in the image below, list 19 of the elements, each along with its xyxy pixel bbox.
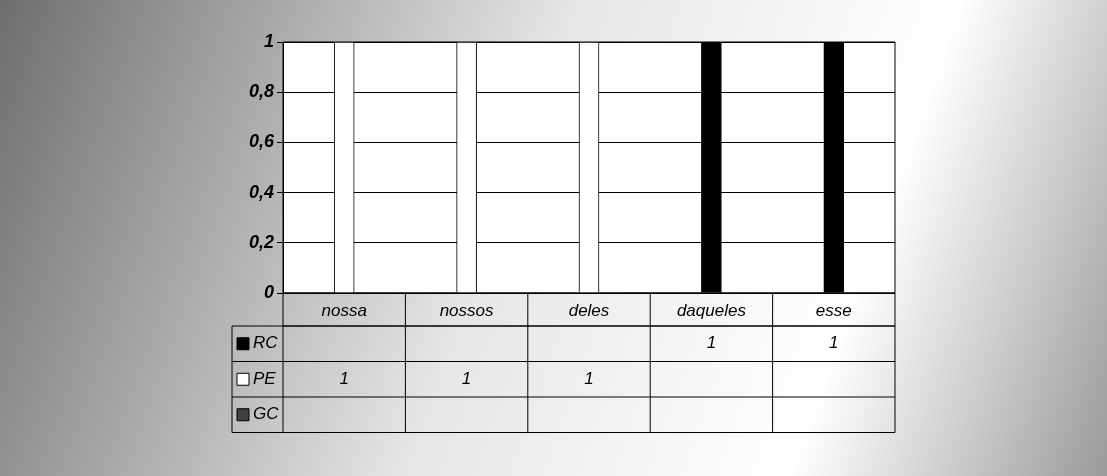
- y-tick-label: 0,8: [248, 81, 274, 102]
- y-tick-label: 0,6: [248, 131, 275, 152]
- legend-label: GC: [253, 404, 280, 424]
- y-tick-label: 0,4: [248, 181, 274, 202]
- legend-label: RC: [253, 333, 279, 353]
- y-tick-label: 1: [263, 30, 274, 51]
- x-tick-label: nossos: [439, 300, 495, 320]
- legend-label: PE: [253, 368, 277, 388]
- x-tick-label: daqueles: [676, 300, 747, 320]
- y-tick-label: 0,2: [248, 231, 274, 252]
- data-label: 1: [339, 368, 349, 388]
- x-tick-label: nossa: [321, 300, 367, 320]
- data-label: 1: [584, 368, 594, 388]
- data-label: 1: [461, 368, 472, 388]
- data-label: 1: [829, 333, 839, 353]
- y-tick-label: 0: [263, 281, 274, 302]
- x-tick-label: esse: [815, 300, 852, 320]
- x-tick-label: deles: [568, 300, 610, 320]
- data-label: 1: [706, 333, 717, 353]
